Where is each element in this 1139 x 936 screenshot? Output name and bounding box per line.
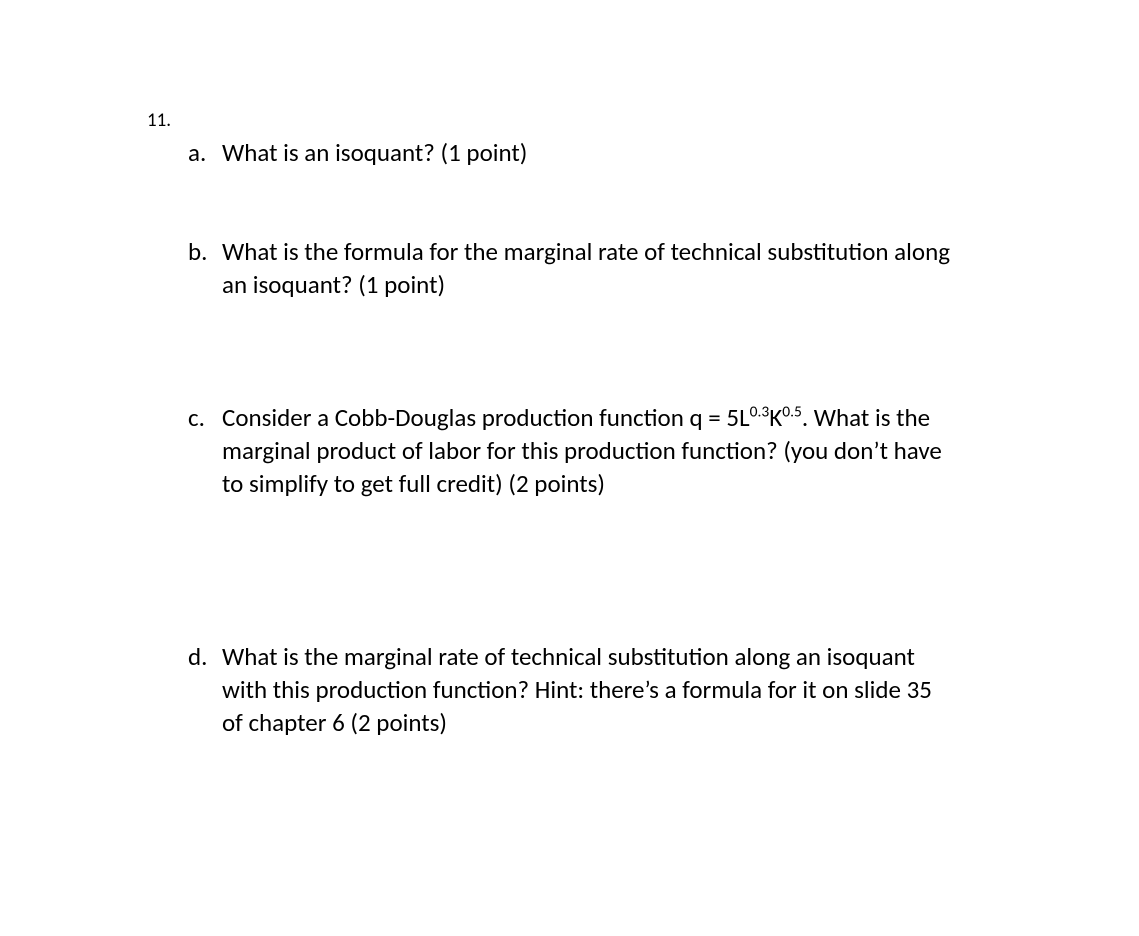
item-a: a. What is an isoquant? (1 point) bbox=[188, 136, 958, 169]
item-body: What is the marginal rate of technical s… bbox=[222, 640, 958, 739]
item-c: c. Consider a Cobb-Douglas production fu… bbox=[188, 401, 958, 500]
item-letter: c. bbox=[188, 401, 222, 434]
text-fragment: K bbox=[769, 402, 782, 433]
item-d: d. What is the marginal rate of technica… bbox=[188, 640, 958, 739]
item-body: What is the formula for the marginal rat… bbox=[222, 235, 958, 301]
item-letter: d. bbox=[188, 640, 222, 673]
item-letter: a. bbox=[188, 136, 222, 169]
superscript: 0.5 bbox=[782, 403, 802, 422]
item-letter: b. bbox=[188, 235, 222, 268]
page: 11. a. What is an isoquant? (1 point) b.… bbox=[0, 0, 1139, 936]
question-number: 11. bbox=[147, 110, 171, 133]
question-items: a. What is an isoquant? (1 point) b. Wha… bbox=[188, 136, 958, 739]
item-body: Consider a Cobb-Douglas production funct… bbox=[222, 401, 958, 500]
item-body: What is an isoquant? (1 point) bbox=[222, 136, 958, 169]
item-b: b. What is the formula for the marginal … bbox=[188, 235, 958, 301]
text-fragment: Consider a Cobb-Douglas production funct… bbox=[222, 402, 750, 433]
superscript: 0.3 bbox=[750, 403, 770, 422]
